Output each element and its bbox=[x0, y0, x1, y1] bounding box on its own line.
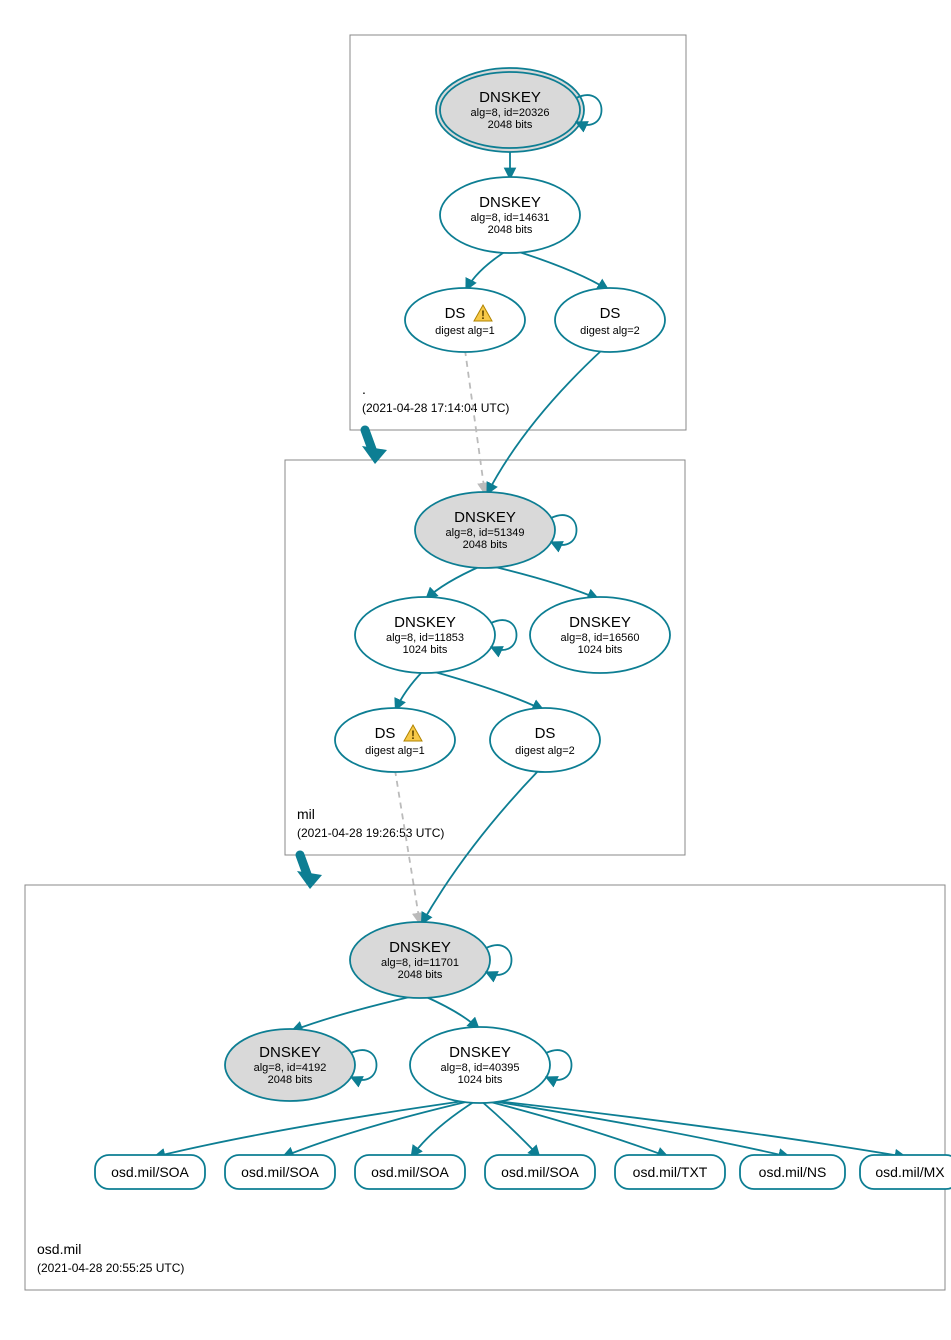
node-n3: DS digest alg=1! bbox=[405, 288, 525, 352]
svg-text:osd.mil: osd.mil bbox=[37, 1241, 81, 1257]
node-n9: DS digest alg=2 bbox=[490, 708, 600, 772]
svg-text:.: . bbox=[362, 381, 366, 397]
svg-text:!: ! bbox=[411, 728, 415, 742]
svg-text:DS: DS bbox=[535, 725, 556, 742]
svg-text:2048 bits: 2048 bits bbox=[463, 539, 508, 551]
svg-text:!: ! bbox=[481, 308, 485, 322]
svg-text:(2021-04-28 17:14:04 UTC): (2021-04-28 17:14:04 UTC) bbox=[362, 401, 509, 415]
svg-text:osd.mil/SOA: osd.mil/SOA bbox=[111, 1164, 189, 1180]
svg-text:DNSKEY: DNSKEY bbox=[479, 89, 541, 106]
svg-text:DNSKEY: DNSKEY bbox=[479, 194, 541, 211]
svg-text:1024 bits: 1024 bits bbox=[458, 1074, 503, 1086]
svg-text:DNSKEY: DNSKEY bbox=[449, 1044, 511, 1061]
svg-text:digest alg=2: digest alg=2 bbox=[580, 325, 640, 337]
node-r2: osd.mil/SOA bbox=[225, 1155, 335, 1189]
svg-text:alg=8, id=16560: alg=8, id=16560 bbox=[561, 632, 640, 644]
node-n1: DNSKEYalg=8, id=203262048 bits bbox=[436, 68, 602, 152]
svg-text:DS: DS bbox=[375, 725, 396, 742]
svg-text:DNSKEY: DNSKEY bbox=[394, 614, 456, 631]
node-n10: DNSKEYalg=8, id=117012048 bits bbox=[350, 922, 512, 998]
svg-text:alg=8, id=20326: alg=8, id=20326 bbox=[471, 107, 550, 119]
node-n4: DS digest alg=2 bbox=[555, 288, 665, 352]
node-r4: osd.mil/SOA bbox=[485, 1155, 595, 1189]
node-n11: DNSKEYalg=8, id=41922048 bits bbox=[225, 1029, 377, 1101]
svg-text:(2021-04-28 20:55:25 UTC): (2021-04-28 20:55:25 UTC) bbox=[37, 1261, 184, 1275]
svg-text:alg=8, id=40395: alg=8, id=40395 bbox=[441, 1062, 520, 1074]
svg-text:digest alg=1: digest alg=1 bbox=[435, 325, 495, 337]
svg-text:alg=8, id=51349: alg=8, id=51349 bbox=[446, 527, 525, 539]
svg-text:2048 bits: 2048 bits bbox=[488, 224, 533, 236]
svg-text:alg=8, id=11701: alg=8, id=11701 bbox=[381, 957, 459, 969]
svg-text:DS: DS bbox=[600, 305, 621, 322]
svg-text:osd.mil/MX: osd.mil/MX bbox=[875, 1164, 945, 1180]
node-r7: osd.mil/MX bbox=[860, 1155, 951, 1189]
svg-text:alg=8, id=14631: alg=8, id=14631 bbox=[471, 212, 550, 224]
svg-text:DNSKEY: DNSKEY bbox=[259, 1044, 321, 1061]
svg-text:2048 bits: 2048 bits bbox=[268, 1074, 313, 1086]
svg-text:DNSKEY: DNSKEY bbox=[454, 509, 516, 526]
node-r3: osd.mil/SOA bbox=[355, 1155, 465, 1189]
node-n5: DNSKEYalg=8, id=513492048 bits bbox=[415, 492, 577, 568]
svg-text:alg=8, id=4192: alg=8, id=4192 bbox=[254, 1062, 327, 1074]
svg-text:2048 bits: 2048 bits bbox=[488, 119, 533, 131]
svg-text:digest alg=1: digest alg=1 bbox=[365, 745, 425, 757]
svg-text:osd.mil/TXT: osd.mil/TXT bbox=[633, 1164, 708, 1180]
svg-text:osd.mil/SOA: osd.mil/SOA bbox=[371, 1164, 449, 1180]
node-r5: osd.mil/TXT bbox=[615, 1155, 725, 1189]
svg-text:alg=8, id=11853: alg=8, id=11853 bbox=[386, 632, 464, 644]
svg-text:1024 bits: 1024 bits bbox=[403, 644, 448, 656]
node-r6: osd.mil/NS bbox=[740, 1155, 845, 1189]
dnssec-diagram: . (2021-04-28 17:14:04 UTC) mil (2021-04-28… bbox=[10, 10, 951, 1330]
node-r1: osd.mil/SOA bbox=[95, 1155, 205, 1189]
node-n6: DNSKEYalg=8, id=118531024 bits bbox=[355, 597, 517, 673]
svg-text:DS: DS bbox=[445, 305, 466, 322]
svg-text:osd.mil/SOA: osd.mil/SOA bbox=[501, 1164, 579, 1180]
svg-text:1024 bits: 1024 bits bbox=[578, 644, 623, 656]
svg-text:DNSKEY: DNSKEY bbox=[389, 939, 451, 956]
svg-text:digest alg=2: digest alg=2 bbox=[515, 745, 575, 757]
node-n8: DS digest alg=1! bbox=[335, 708, 455, 772]
svg-text:2048 bits: 2048 bits bbox=[398, 969, 443, 981]
node-n2: DNSKEYalg=8, id=146312048 bits bbox=[440, 177, 580, 253]
svg-text:mil: mil bbox=[297, 806, 315, 822]
node-n12: DNSKEYalg=8, id=403951024 bits bbox=[410, 1027, 572, 1103]
svg-text:osd.mil/NS: osd.mil/NS bbox=[759, 1164, 827, 1180]
svg-text:DNSKEY: DNSKEY bbox=[569, 614, 631, 631]
node-n7: DNSKEYalg=8, id=165601024 bits bbox=[530, 597, 670, 673]
svg-text:osd.mil/SOA: osd.mil/SOA bbox=[241, 1164, 319, 1180]
svg-text:(2021-04-28 19:26:53 UTC): (2021-04-28 19:26:53 UTC) bbox=[297, 826, 444, 840]
